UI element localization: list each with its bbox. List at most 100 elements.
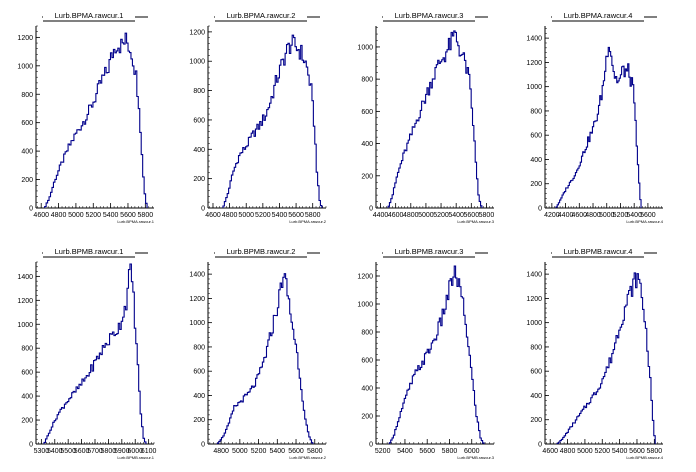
histogram-series bbox=[388, 265, 485, 445]
y-tick-label: 1200 bbox=[17, 298, 33, 305]
title-box bbox=[383, 8, 475, 21]
title-box bbox=[43, 244, 135, 257]
histogram-series bbox=[555, 46, 642, 209]
histogram-panel: Lurb.BPMA.rawcur.2 0 200 400 600 800 1000 1200 4… bbox=[189, 8, 327, 224]
y-tick-label: 400 bbox=[361, 386, 373, 393]
x-tick-label: 5800 bbox=[307, 448, 323, 455]
y-tick-label: 1200 bbox=[526, 296, 542, 303]
x-tick-label: 4800 bbox=[585, 212, 601, 219]
x-axis-label: Lurb.BPMA.rawcur.1 bbox=[117, 219, 154, 224]
chart-title: Lurb.BPMA.rawcur.4 bbox=[564, 11, 633, 20]
chart-title: Lurb.BPMA.rawcur.3 bbox=[395, 11, 464, 20]
histogram-panel: Lurb.BPMA.rawcur.4 0 200 400 600 800 1000 1200 1… bbox=[526, 8, 664, 224]
y-tick-label: 400 bbox=[530, 393, 542, 400]
y-tick-label: 800 bbox=[193, 88, 205, 95]
y-tick-label: 200 bbox=[361, 414, 373, 421]
title-box bbox=[43, 8, 135, 21]
y-tick-label: 0 bbox=[29, 206, 33, 213]
histogram-panel: Lurb.BPMA.rawcur.1 0 200 400 600 800 1000 1200 4… bbox=[17, 8, 155, 224]
histogram-series bbox=[43, 263, 147, 445]
x-tick-label: 5800 bbox=[442, 448, 458, 455]
y-tick-label: 400 bbox=[193, 393, 205, 400]
x-tick-label: 5200 bbox=[433, 212, 449, 219]
y-tick-label: 400 bbox=[361, 141, 373, 148]
x-tick-label: 5200 bbox=[594, 448, 610, 455]
chart-title: Lurb.BPMA.rawcur.1 bbox=[55, 11, 124, 20]
x-tick-label: 5600 bbox=[288, 212, 304, 219]
x-tick-label: 4800 bbox=[51, 212, 67, 219]
y-tick-label: 400 bbox=[530, 157, 542, 164]
y-tick-label: 1000 bbox=[526, 84, 542, 91]
y-tick-label: 1200 bbox=[189, 296, 205, 303]
y-tick-label: 800 bbox=[361, 330, 373, 337]
x-tick-label: 5400 bbox=[612, 448, 628, 455]
x-tick-label: 5800 bbox=[305, 212, 321, 219]
y-tick-label: 400 bbox=[21, 149, 33, 156]
y-tick-label: 1200 bbox=[189, 29, 205, 36]
y-tick-label: 1400 bbox=[526, 36, 542, 43]
x-tick-label: 4800 bbox=[560, 448, 576, 455]
y-tick-label: 600 bbox=[361, 358, 373, 365]
x-tick-label: 5600 bbox=[74, 448, 90, 455]
x-tick-label: 5500 bbox=[60, 448, 76, 455]
x-tick-label: 4400 bbox=[558, 212, 574, 219]
x-tick-label: 5400 bbox=[103, 212, 119, 219]
x-tick-label: 5200 bbox=[375, 448, 391, 455]
y-tick-label: 400 bbox=[193, 147, 205, 154]
x-tick-label: 5600 bbox=[120, 212, 136, 219]
x-tick-label: 4800 bbox=[213, 448, 229, 455]
x-tick-label: 5400 bbox=[270, 448, 286, 455]
y-tick-label: 200 bbox=[193, 417, 205, 424]
y-tick-label: 0 bbox=[201, 206, 205, 213]
x-tick-label: 5200 bbox=[255, 212, 271, 219]
title-box bbox=[215, 8, 307, 21]
y-tick-label: 1000 bbox=[17, 322, 33, 329]
x-tick-label: 4600 bbox=[572, 212, 588, 219]
y-tick-label: 600 bbox=[361, 109, 373, 116]
x-tick-label: 5400 bbox=[626, 212, 642, 219]
x-tick-label: 5800 bbox=[479, 212, 495, 219]
y-tick-label: 0 bbox=[29, 442, 33, 449]
x-tick-label: 5900 bbox=[114, 448, 130, 455]
x-tick-label: 6000 bbox=[464, 448, 480, 455]
chart-title: Lurb.BPMB.rawcur.1 bbox=[55, 247, 124, 256]
title-box bbox=[552, 244, 644, 257]
y-tick-label: 1000 bbox=[17, 63, 33, 70]
x-tick-label: 5200 bbox=[251, 448, 267, 455]
y-tick-label: 1200 bbox=[357, 274, 373, 281]
y-tick-label: 600 bbox=[530, 133, 542, 140]
y-tick-label: 200 bbox=[193, 176, 205, 183]
y-tick-label: 0 bbox=[369, 206, 373, 213]
x-tick-label: 5700 bbox=[87, 448, 103, 455]
y-tick-label: 600 bbox=[193, 117, 205, 124]
y-tick-label: 1400 bbox=[189, 272, 205, 279]
x-tick-label: 5400 bbox=[272, 212, 288, 219]
x-tick-label: 5400 bbox=[448, 212, 464, 219]
y-tick-label: 800 bbox=[21, 92, 33, 99]
x-tick-label: 5000 bbox=[599, 212, 615, 219]
histogram-series bbox=[222, 34, 323, 209]
title-box bbox=[552, 8, 644, 21]
y-tick-label: 200 bbox=[530, 181, 542, 188]
y-tick-label: 0 bbox=[538, 206, 542, 213]
histogram-panel: Lurb.BPMB.rawcur.3 0 200 400 600 800 1000 1200 5… bbox=[357, 244, 495, 460]
x-tick-label: 5000 bbox=[68, 212, 84, 219]
y-tick-label: 800 bbox=[193, 344, 205, 351]
x-axis-label: Lurb.BPMA.rawcur.4 bbox=[626, 219, 663, 224]
x-tick-label: 5000 bbox=[418, 212, 434, 219]
y-tick-label: 600 bbox=[21, 370, 33, 377]
y-tick-label: 1000 bbox=[357, 44, 373, 51]
x-tick-label: 5600 bbox=[288, 448, 304, 455]
y-tick-label: 1000 bbox=[189, 320, 205, 327]
y-tick-label: 1000 bbox=[357, 302, 373, 309]
x-tick-label: 5800 bbox=[138, 212, 154, 219]
y-tick-label: 1400 bbox=[526, 272, 542, 279]
x-tick-label: 5600 bbox=[640, 212, 656, 219]
histogram-series bbox=[216, 273, 314, 445]
y-tick-label: 800 bbox=[21, 346, 33, 353]
histogram-series bbox=[44, 32, 148, 209]
chart-title: Lurb.BPMB.rawcur.4 bbox=[564, 247, 633, 256]
x-tick-label: 4600 bbox=[542, 448, 558, 455]
